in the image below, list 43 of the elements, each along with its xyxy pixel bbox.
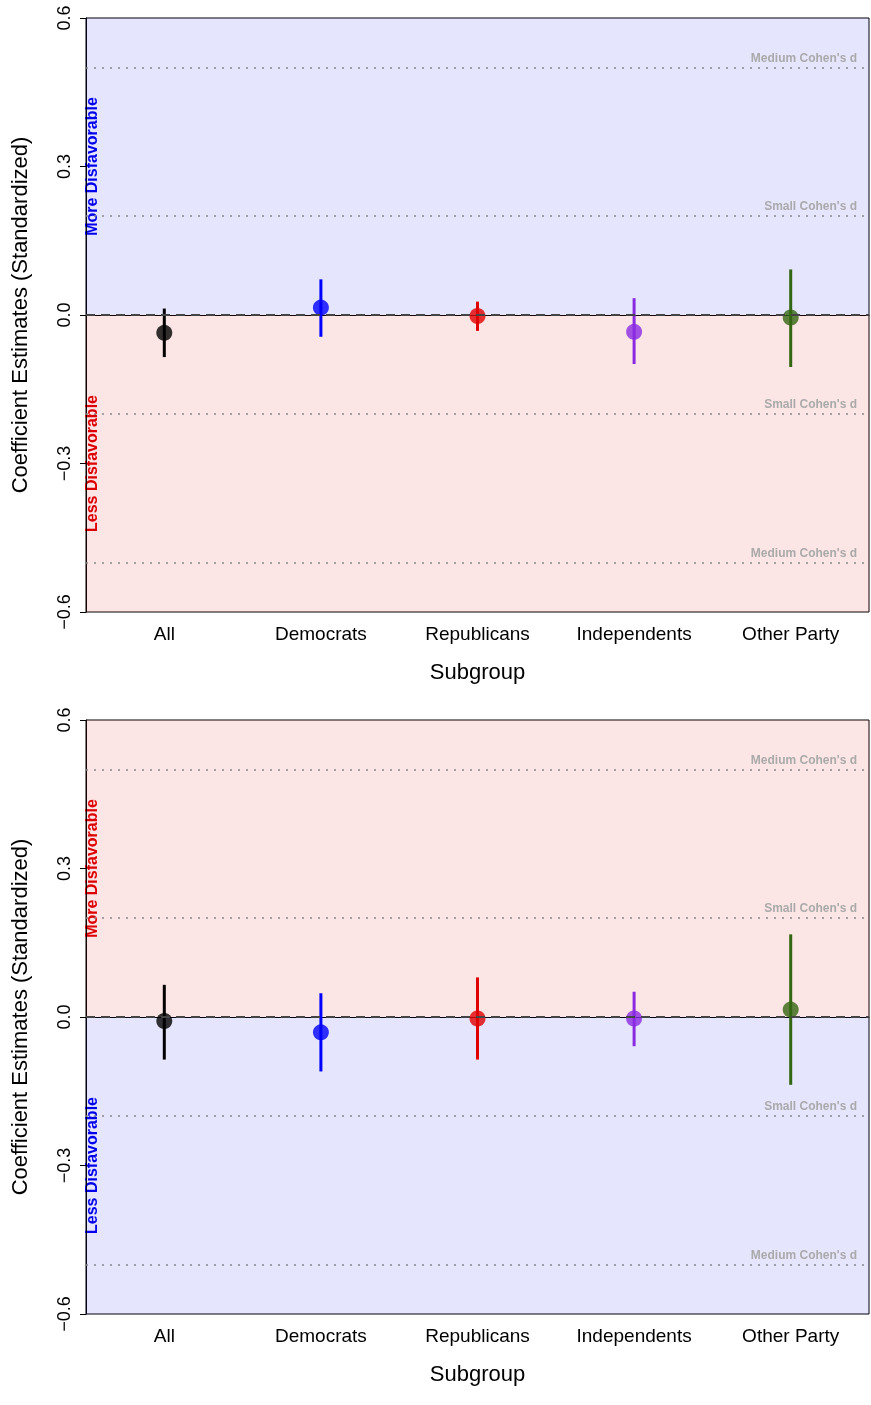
x-tick-label: All [153, 623, 175, 644]
point [782, 309, 799, 326]
band-label: More Disfavorable [82, 799, 100, 938]
y-tick-label: −0.3 [54, 1147, 74, 1184]
y-tick-label: −0.6 [54, 1296, 74, 1332]
y-tick-label: −0.3 [54, 445, 74, 482]
point [156, 324, 173, 341]
y-tick-label: 0.6 [54, 707, 74, 733]
x-tick-label: Independents [576, 1325, 692, 1346]
ref-line-label: Small Cohen's d [764, 397, 857, 411]
ref-line-label: Medium Cohen's d [750, 1247, 857, 1262]
x-tick-label: Independents [576, 623, 692, 644]
y-tick-label: 0.3 [54, 153, 74, 180]
point [156, 1012, 173, 1029]
x-tick-label: Democrats [274, 1325, 367, 1346]
band-label: Less Disfavorable [82, 394, 100, 532]
x-tick-label: Other Party [742, 623, 840, 644]
band-label: Less Disfavorable [82, 1096, 100, 1234]
y-tick-label: 0.6 [54, 5, 74, 31]
x-axis-title: Subgroup [429, 658, 526, 684]
x-tick-label: Republicans [425, 1325, 530, 1346]
band-label: More Disfavorable [82, 97, 100, 236]
ref-line-label: Medium Cohen's d [750, 50, 857, 65]
y-tick-label: 0.3 [54, 855, 74, 882]
y-axis-title: Coefficient Estimates (Standardized) [6, 838, 32, 1196]
x-tick-label: Republicans [425, 623, 530, 644]
x-axis-title: Subgroup [429, 1360, 526, 1386]
x-tick-label: Other Party [742, 1325, 840, 1346]
point [312, 1024, 329, 1041]
y-tick-label: 0.0 [54, 302, 74, 328]
point [626, 323, 643, 340]
y-tick-label: 0.0 [54, 1004, 74, 1030]
y-axis-title: Coefficient Estimates (Standardized) [6, 136, 32, 494]
point [782, 1001, 799, 1018]
ref-line-label: Small Cohen's d [764, 199, 857, 213]
point [312, 299, 329, 316]
ref-line-label: Small Cohen's d [764, 1099, 857, 1113]
ref-line-label: Medium Cohen's d [750, 752, 857, 767]
ref-line-label: Small Cohen's d [764, 901, 857, 915]
y-tick-label: −0.6 [54, 594, 74, 630]
x-tick-label: All [153, 1325, 175, 1346]
x-tick-label: Democrats [274, 623, 367, 644]
ref-line-label: Medium Cohen's d [750, 545, 857, 560]
